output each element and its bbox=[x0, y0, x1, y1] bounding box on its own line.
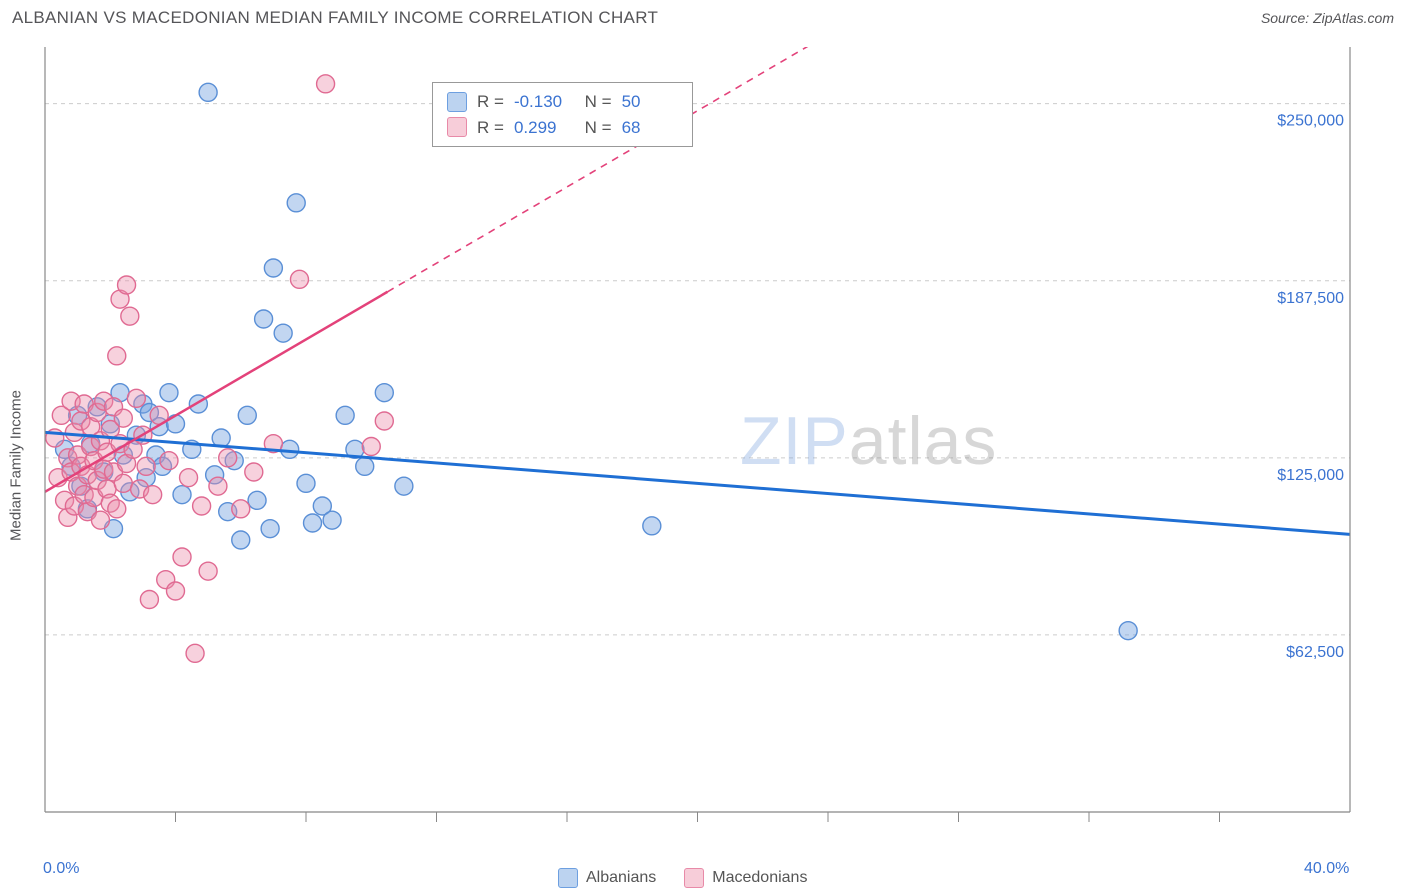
n-value: 68 bbox=[622, 115, 678, 141]
source-label: Source: ZipAtlas.com bbox=[1261, 10, 1394, 26]
legend-swatch bbox=[558, 868, 578, 888]
n-label: N = bbox=[580, 89, 612, 115]
stats-row: R = -0.130 N = 50 bbox=[447, 89, 678, 115]
svg-text:$187,500: $187,500 bbox=[1277, 290, 1344, 307]
correlation-stats-box: R = -0.130 N = 50R = 0.299 N = 68 bbox=[432, 82, 693, 147]
series-swatch bbox=[447, 117, 467, 137]
stats-row: R = 0.299 N = 68 bbox=[447, 115, 678, 141]
r-label: R = bbox=[477, 89, 504, 115]
series-swatch bbox=[447, 92, 467, 112]
chart-container: Median Family Income $62,500 $125,000 $187… bbox=[0, 32, 1406, 882]
x-axis-start-label: 0.0% bbox=[43, 860, 79, 878]
n-label: N = bbox=[580, 115, 612, 141]
legend-swatch bbox=[684, 868, 704, 888]
legend-label: Macedonians bbox=[712, 869, 807, 887]
y-axis-label: Median Family Income bbox=[8, 390, 25, 541]
svg-text:$125,000: $125,000 bbox=[1277, 467, 1344, 484]
r-value: -0.130 bbox=[514, 89, 570, 115]
series-legend: Albanians Macedonians bbox=[558, 868, 807, 888]
scatter-chart: $62,500 $125,000 $187,500 $250,000 bbox=[0, 32, 1406, 882]
r-value: 0.299 bbox=[514, 115, 570, 141]
x-axis-end-label: 40.0% bbox=[1304, 860, 1349, 878]
svg-text:$62,500: $62,500 bbox=[1286, 644, 1344, 661]
n-value: 50 bbox=[622, 89, 678, 115]
legend-item: Macedonians bbox=[684, 868, 807, 888]
chart-title: ALBANIAN VS MACEDONIAN MEDIAN FAMILY INC… bbox=[12, 8, 658, 28]
r-label: R = bbox=[477, 115, 504, 141]
legend-label: Albanians bbox=[586, 869, 656, 887]
legend-item: Albanians bbox=[558, 868, 656, 888]
svg-text:$250,000: $250,000 bbox=[1277, 113, 1344, 130]
